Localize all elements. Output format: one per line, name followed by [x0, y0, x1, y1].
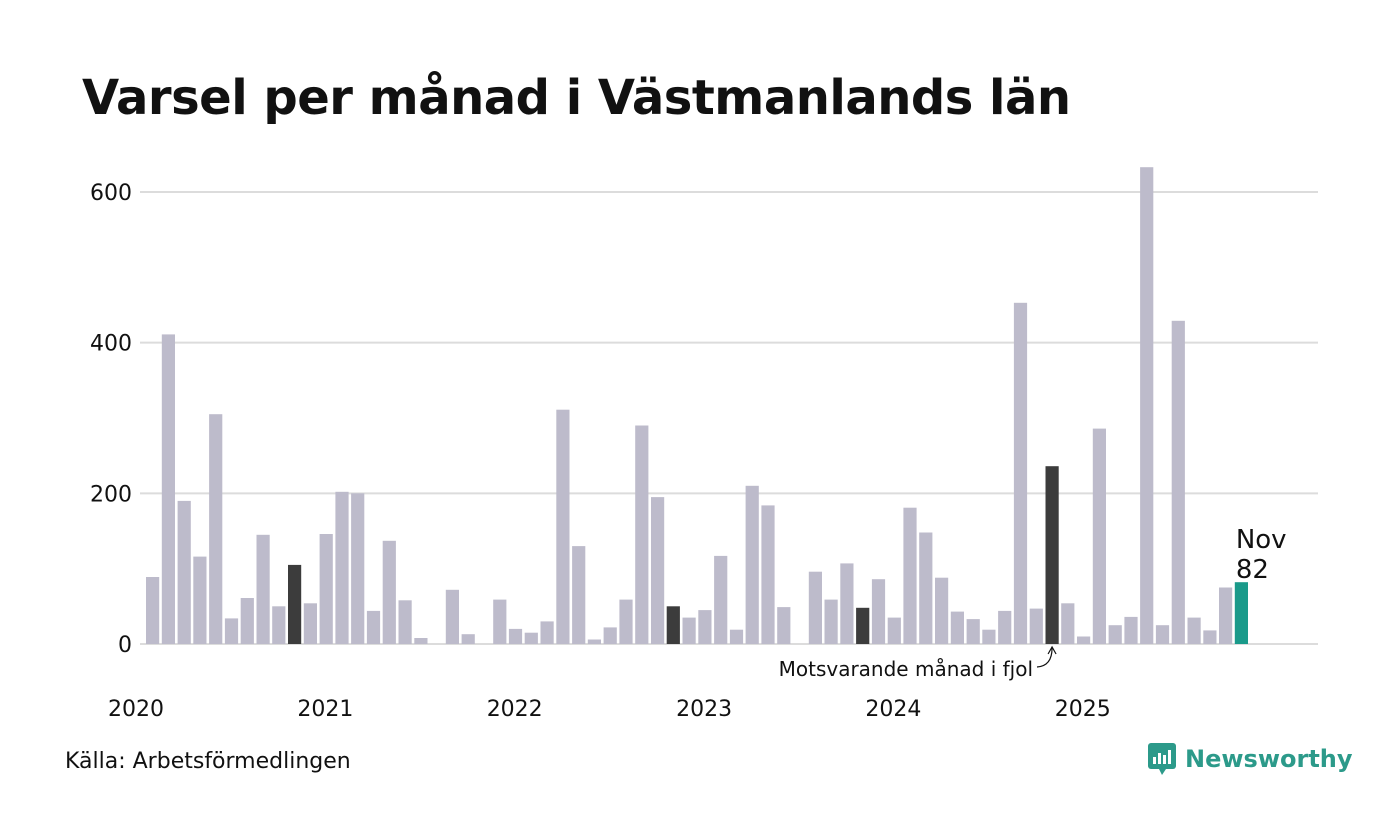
y-axis-ticks: 0 200 400 600 — [90, 181, 132, 658]
bar — [366, 610, 381, 644]
x-tick-label: 2024 — [865, 697, 921, 722]
bar — [729, 629, 744, 644]
bars — [146, 167, 1248, 644]
bar — [1092, 428, 1106, 644]
bar-current — [1234, 582, 1248, 644]
brand-name: Newsworthy — [1185, 745, 1353, 773]
bar — [493, 599, 507, 644]
bar — [603, 627, 617, 644]
source-note: Källa: Arbetsförmedlingen — [65, 749, 351, 774]
bar — [840, 563, 854, 644]
bar — [998, 610, 1012, 644]
bar — [461, 634, 475, 644]
bar — [1219, 587, 1233, 644]
bar — [887, 617, 901, 644]
y-tick-label: 200 — [90, 482, 132, 507]
x-axis-year-labels: 2020 2021 2022 2023 2024 2025 — [108, 697, 1111, 722]
bar — [240, 598, 254, 644]
bar — [1013, 302, 1028, 644]
bar — [761, 505, 775, 644]
bar — [1124, 616, 1138, 644]
bar-highlight — [666, 606, 680, 644]
bar-highlight — [1045, 466, 1059, 644]
bar — [919, 532, 933, 644]
bar — [303, 603, 317, 644]
bar — [1187, 617, 1201, 644]
y-tick-label: 600 — [90, 181, 132, 206]
bar — [398, 600, 412, 644]
bar — [1140, 167, 1154, 644]
current-value-label: 82 — [1236, 555, 1269, 585]
bar — [966, 619, 980, 644]
bar — [903, 507, 917, 644]
x-tick-label: 2021 — [297, 697, 353, 722]
bar — [540, 621, 554, 644]
bar — [698, 610, 712, 644]
bar — [587, 639, 601, 644]
x-tick-label: 2025 — [1055, 697, 1111, 722]
y-tick-label: 400 — [90, 332, 132, 357]
bar — [272, 606, 286, 644]
bar — [950, 611, 964, 644]
bar-highlight — [856, 607, 870, 644]
bar — [508, 628, 523, 644]
bar — [146, 577, 160, 644]
bar — [1155, 625, 1170, 644]
bar — [224, 618, 239, 644]
bar — [777, 607, 791, 644]
bar — [745, 485, 759, 644]
bar — [382, 540, 396, 644]
bar — [714, 555, 728, 644]
bar — [935, 577, 949, 644]
annotation-arrow — [1036, 647, 1053, 668]
bar — [177, 500, 191, 644]
brand-logo[interactable]: Newsworthy — [1147, 742, 1353, 776]
current-month-label: Nov — [1236, 525, 1287, 555]
bar — [556, 409, 570, 644]
bar — [414, 638, 428, 644]
bar — [256, 534, 270, 644]
bar — [572, 546, 586, 644]
bar — [335, 491, 349, 644]
bar — [161, 334, 175, 644]
bar — [351, 493, 365, 644]
bar — [524, 632, 538, 644]
bar-highlight — [288, 564, 302, 644]
newsworthy-logo-icon — [1148, 743, 1176, 775]
chart-title: Varsel per månad i Västmanlands län — [82, 70, 1071, 126]
bar — [445, 589, 459, 644]
bar — [635, 425, 649, 644]
bar — [1171, 320, 1185, 644]
bar — [1077, 636, 1091, 644]
bar — [1108, 625, 1122, 644]
annotation-label: Motsvarande månad i fjol — [779, 657, 1033, 681]
bar — [982, 629, 996, 644]
x-tick-label: 2020 — [108, 697, 164, 722]
bar — [682, 617, 696, 644]
bar — [619, 599, 633, 644]
y-tick-label: 0 — [118, 633, 132, 658]
bar — [209, 414, 223, 644]
bar — [1029, 608, 1043, 644]
x-tick-label: 2023 — [676, 697, 732, 722]
bar — [1203, 630, 1217, 644]
bar — [319, 534, 333, 644]
bar — [193, 556, 207, 644]
bar — [1061, 603, 1075, 644]
bar — [651, 497, 665, 644]
x-tick-label: 2022 — [487, 697, 543, 722]
bar — [871, 579, 886, 644]
bar — [808, 571, 822, 644]
annotation-arrowhead — [1047, 645, 1057, 655]
bar — [824, 599, 838, 644]
